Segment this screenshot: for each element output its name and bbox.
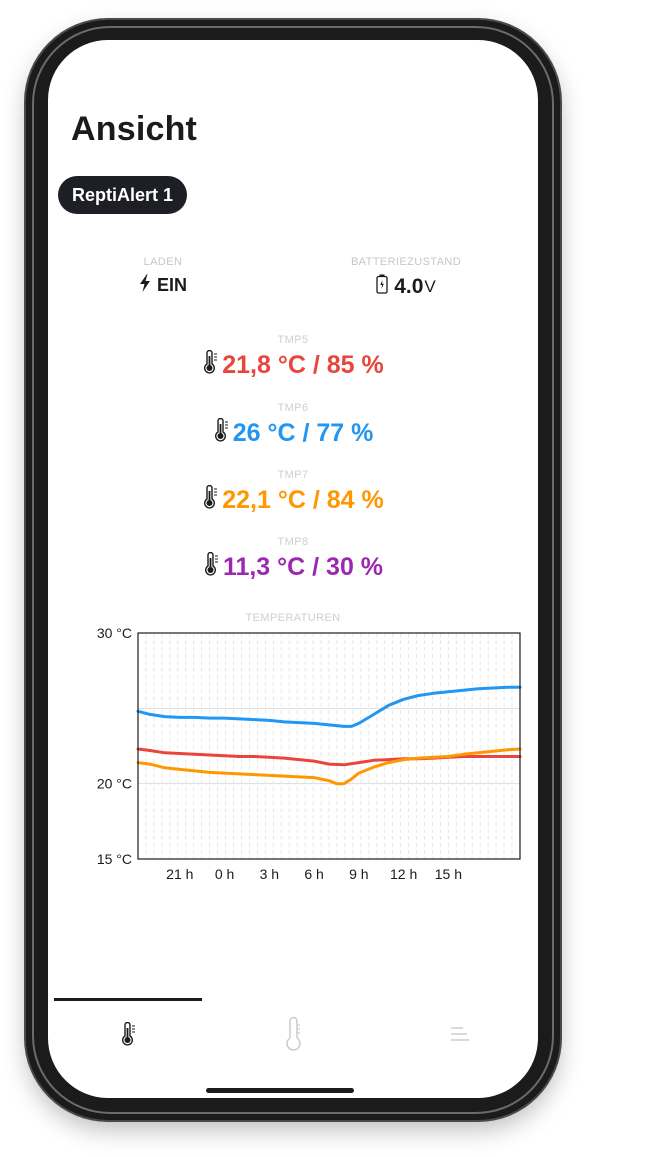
sensor-name: TMP5 — [277, 334, 309, 346]
charging-status: LADEN EIN — [108, 256, 218, 297]
menu-lines-icon — [449, 1024, 471, 1049]
charging-value-row: EIN — [108, 274, 218, 297]
charging-value: EIN — [156, 275, 187, 295]
thermometer-outline-icon — [283, 1016, 303, 1056]
temperature-chart: 15 °C 20 °C 30 °C 21 h 0 h 3 h 6 h 9 h 12 h 15 h — [97, 625, 522, 882]
charging-label: LADEN — [143, 256, 183, 268]
sensor-reading: 26 °C / 77 % — [232, 419, 374, 447]
y-tick-label: 20 °C — [97, 776, 132, 792]
thermometer-icon — [213, 417, 229, 449]
sensor-reading: 21,8 °C / 85 % — [222, 351, 384, 379]
active-tab-indicator — [54, 998, 202, 1001]
sensor-tmp5: TMP5 21,8 °C / 85 % — [48, 334, 538, 381]
series-line — [136, 747, 522, 767]
sensor-tmp6: TMP6 26 °C / 77 % — [48, 402, 538, 449]
battery-value-row: 4.0 V — [331, 274, 481, 299]
tab-history[interactable] — [273, 1016, 313, 1056]
chart-frame — [137, 632, 521, 860]
device-selector-chip[interactable]: ReptiAlert 1 — [58, 176, 188, 214]
series-line — [136, 747, 522, 786]
battery-icon — [376, 274, 388, 299]
battery-label: BATTERIEZUSTAND — [350, 256, 462, 268]
series-line — [136, 685, 522, 728]
app-screen: Ansicht ReptiAlert 1 LADEN EIN BATTERIEZ… — [48, 40, 538, 1098]
sensor-name: TMP8 — [277, 536, 309, 548]
page-title: Ansicht — [71, 110, 198, 148]
y-tick-label: 15 °C — [97, 851, 132, 867]
battery-unit: V — [424, 276, 436, 296]
x-tick-label: 12 h — [390, 866, 417, 882]
x-tick-label: 9 h — [349, 866, 368, 882]
battery-status: BATTERIEZUSTAND 4.0 V — [331, 256, 481, 299]
y-tick-label: 30 °C — [97, 625, 132, 641]
sensor-tmp8: TMP8 11,3 °C / 30 % — [48, 536, 538, 583]
bolt-icon — [139, 274, 151, 297]
battery-value: 4.0 — [394, 274, 424, 298]
x-tick-label: 15 h — [435, 866, 462, 882]
home-indicator — [206, 1088, 354, 1093]
sensor-reading-row: 21,8 °C / 85 % — [48, 349, 538, 381]
x-tick-label: 21 h — [166, 866, 193, 882]
sensor-reading: 22,1 °C / 84 % — [222, 486, 384, 514]
sensor-reading-row: 26 °C / 77 % — [48, 417, 538, 449]
sensor-reading-row: 22,1 °C / 84 % — [48, 484, 538, 516]
x-tick-label: 0 h — [215, 866, 234, 882]
sensor-tmp7: TMP7 22,1 °C / 84 % — [48, 469, 538, 516]
chart-title: TEMPERATUREN — [245, 612, 341, 624]
thermometer-icon — [120, 1021, 136, 1051]
thermometer-icon — [202, 349, 218, 381]
thermometer-icon — [202, 484, 218, 516]
tab-sensors[interactable] — [108, 1016, 148, 1056]
sensor-reading: 11,3 °C / 30 % — [222, 553, 384, 581]
x-tick-label: 6 h — [304, 866, 323, 882]
x-tick-label: 3 h — [260, 866, 279, 882]
sensor-name: TMP6 — [277, 402, 309, 414]
thermometer-icon — [203, 551, 219, 583]
tab-menu[interactable] — [440, 1016, 480, 1056]
sensor-name: TMP7 — [277, 469, 309, 481]
sensor-reading-row: 11,3 °C / 30 % — [48, 551, 538, 583]
